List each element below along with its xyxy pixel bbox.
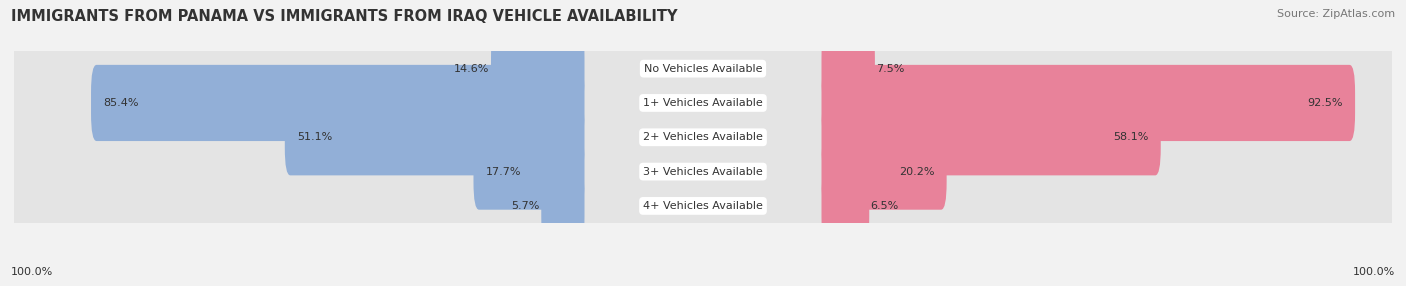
Text: 58.1%: 58.1% bbox=[1114, 132, 1149, 142]
Text: IMMIGRANTS FROM PANAMA VS IMMIGRANTS FROM IRAQ VEHICLE AVAILABILITY: IMMIGRANTS FROM PANAMA VS IMMIGRANTS FRO… bbox=[11, 9, 678, 23]
Text: No Vehicles Available: No Vehicles Available bbox=[644, 64, 762, 74]
FancyBboxPatch shape bbox=[91, 65, 585, 141]
Text: 3+ Vehicles Available: 3+ Vehicles Available bbox=[643, 167, 763, 176]
Text: 100.0%: 100.0% bbox=[11, 267, 53, 277]
Text: Source: ZipAtlas.com: Source: ZipAtlas.com bbox=[1277, 9, 1395, 19]
Text: 5.7%: 5.7% bbox=[512, 201, 540, 211]
FancyBboxPatch shape bbox=[821, 65, 1355, 141]
FancyBboxPatch shape bbox=[13, 166, 1393, 245]
FancyBboxPatch shape bbox=[821, 31, 875, 107]
Text: 4+ Vehicles Available: 4+ Vehicles Available bbox=[643, 201, 763, 211]
FancyBboxPatch shape bbox=[13, 63, 1393, 142]
FancyBboxPatch shape bbox=[13, 29, 1393, 108]
FancyBboxPatch shape bbox=[821, 134, 946, 210]
Legend: Immigrants from Panama, Immigrants from Iraq: Immigrants from Panama, Immigrants from … bbox=[536, 284, 870, 286]
Text: 51.1%: 51.1% bbox=[297, 132, 332, 142]
Text: 1+ Vehicles Available: 1+ Vehicles Available bbox=[643, 98, 763, 108]
Text: 7.5%: 7.5% bbox=[876, 64, 904, 74]
FancyBboxPatch shape bbox=[474, 134, 585, 210]
FancyBboxPatch shape bbox=[821, 168, 869, 244]
FancyBboxPatch shape bbox=[541, 168, 585, 244]
FancyBboxPatch shape bbox=[491, 31, 585, 107]
Text: 100.0%: 100.0% bbox=[1353, 267, 1395, 277]
Text: 14.6%: 14.6% bbox=[454, 64, 489, 74]
FancyBboxPatch shape bbox=[821, 99, 1161, 175]
Text: 2+ Vehicles Available: 2+ Vehicles Available bbox=[643, 132, 763, 142]
Text: 20.2%: 20.2% bbox=[898, 167, 934, 176]
FancyBboxPatch shape bbox=[13, 132, 1393, 211]
Text: 6.5%: 6.5% bbox=[870, 201, 898, 211]
Text: 85.4%: 85.4% bbox=[104, 98, 139, 108]
FancyBboxPatch shape bbox=[13, 98, 1393, 177]
Text: 92.5%: 92.5% bbox=[1308, 98, 1343, 108]
FancyBboxPatch shape bbox=[285, 99, 585, 175]
Text: 17.7%: 17.7% bbox=[486, 167, 522, 176]
